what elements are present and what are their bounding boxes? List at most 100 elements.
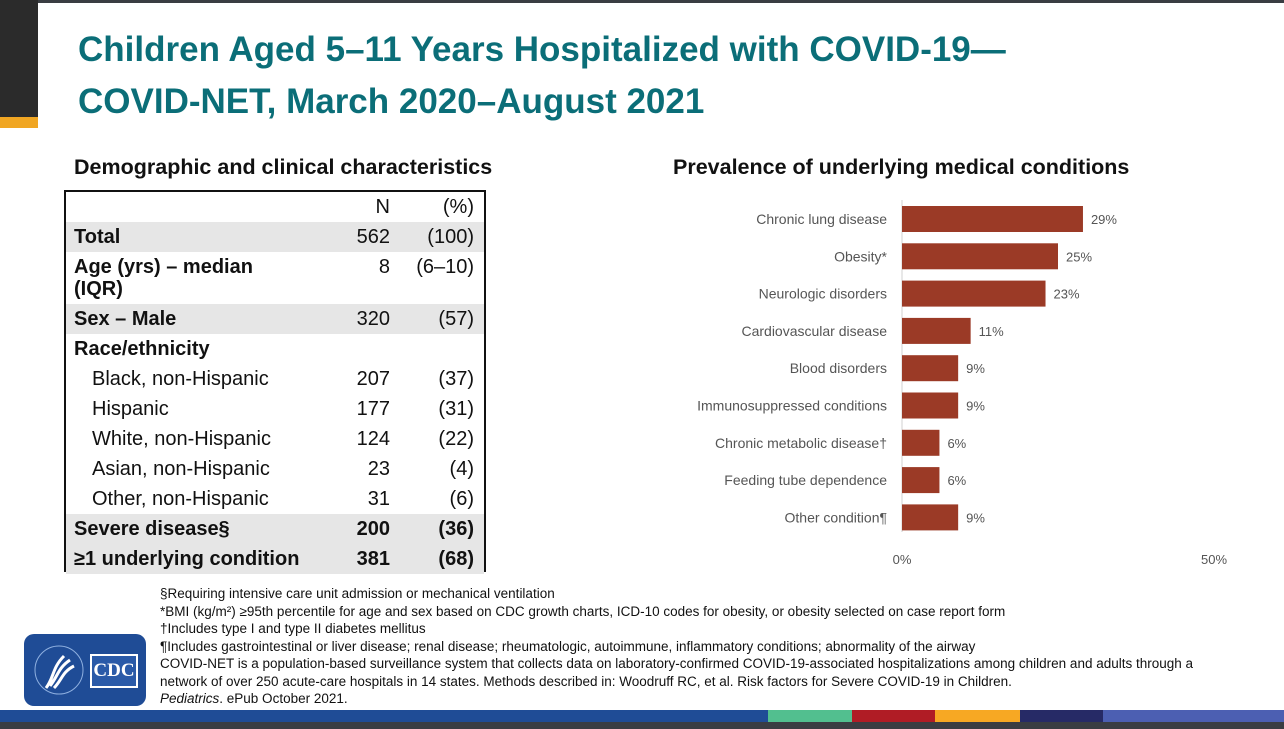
characteristics-table: N (%) Total 562 (100) Age (yrs) – median … xyxy=(64,190,486,574)
top-strip xyxy=(0,0,1284,3)
footnote: †Includes type I and type II diabetes me… xyxy=(160,621,426,636)
row-label: Race/ethnicity xyxy=(74,338,210,360)
category-label: Chronic lung disease xyxy=(756,211,887,227)
row-pct: (6–10) xyxy=(416,256,474,278)
table-row: Other, non-Hispanic 31 (6) xyxy=(66,484,484,514)
footer-band-periwinkle xyxy=(1103,710,1284,722)
footer-band-orange xyxy=(935,710,1020,722)
footnote: §Requiring intensive care unit admission… xyxy=(160,586,555,601)
citation-journal: Pediatrics xyxy=(160,691,220,706)
data-label: 29% xyxy=(1091,212,1117,227)
table-row: Age (yrs) – median (IQR) 8 (6–10) xyxy=(66,252,484,304)
table-row: White, non-Hispanic 124 (22) xyxy=(66,424,484,454)
data-label: 25% xyxy=(1066,249,1092,264)
row-label: Age (yrs) – median (IQR) xyxy=(74,256,253,300)
col-header-pct: (%) xyxy=(442,196,474,218)
footnote: ¶Includes gastrointestinal or liver dise… xyxy=(160,638,976,654)
row-label: Asian, non-Hispanic xyxy=(92,458,270,480)
x-tick-label: 0% xyxy=(893,552,912,567)
footer-band-navy xyxy=(1020,710,1103,722)
row-label: Severe disease§ xyxy=(74,518,230,540)
bar xyxy=(902,467,940,494)
data-label: 9% xyxy=(966,361,985,376)
hhs-eagle-icon xyxy=(34,645,84,695)
data-label: 6% xyxy=(947,473,966,488)
footer-band-green xyxy=(768,710,852,722)
data-label: 11% xyxy=(979,324,1004,339)
row-n: 31 xyxy=(367,488,390,510)
table-row: Hispanic 177 (31) xyxy=(66,394,484,424)
row-label: Black, non-Hispanic xyxy=(92,368,269,390)
bar-chart: Chronic lung disease 29% Obesity* 25% Neurol… xyxy=(697,200,1227,567)
data-label: 23% xyxy=(1054,287,1080,302)
category-label: Cardiovascular disease xyxy=(741,323,887,339)
slide-title: Children Aged 5–11 Years Hospitalized wi… xyxy=(78,24,1228,128)
category-label: Chronic metabolic disease† xyxy=(715,435,887,451)
data-label: 6% xyxy=(947,436,966,451)
row-n: 562 xyxy=(356,226,390,248)
row-label: ≥1 underlying condition xyxy=(74,548,300,570)
table-header-row: N (%) xyxy=(66,192,484,222)
bar xyxy=(902,355,959,382)
category-label: Blood disorders xyxy=(790,360,887,376)
bar xyxy=(902,429,940,456)
footnote: *BMI (kg/m²) ≥95th percentile for age an… xyxy=(160,603,1006,619)
left-accent-orange xyxy=(0,117,38,128)
table-row: Race/ethnicity xyxy=(66,334,484,364)
bar xyxy=(902,504,959,531)
row-label: Hispanic xyxy=(92,398,169,420)
row-label: Other, non-Hispanic xyxy=(92,488,269,510)
row-pct: (6) xyxy=(449,488,474,510)
row-label: White, non-Hispanic xyxy=(92,428,271,450)
bar xyxy=(902,317,971,344)
left-accent-bar xyxy=(0,0,38,117)
row-pct: (4) xyxy=(449,458,474,480)
chart-title: Prevalence of underlying medical conditi… xyxy=(673,155,1130,179)
row-label: Total xyxy=(74,226,121,248)
footer-band-blue xyxy=(0,710,768,722)
table-row: Severe disease§ 200 (36) xyxy=(66,514,484,544)
row-n: 200 xyxy=(356,518,390,540)
row-n: 124 xyxy=(356,428,390,450)
table-row: Total 562 (100) xyxy=(66,222,484,252)
row-pct: (22) xyxy=(438,428,474,450)
bar xyxy=(902,206,1083,232)
row-pct: (31) xyxy=(438,398,474,420)
category-label: Other condition¶ xyxy=(785,509,887,525)
row-pct: (68) xyxy=(438,548,474,570)
row-n: 381 xyxy=(356,548,390,570)
title-line-2: COVID-NET, March 2020–August 2021 xyxy=(78,82,705,121)
footnotes: §Requiring intensive care unit admission… xyxy=(160,585,1240,708)
table-row: Black, non-Hispanic 207 (37) xyxy=(66,364,484,394)
hhs-cdc-logo: CDC xyxy=(24,634,146,706)
x-tick-label: 50% xyxy=(1201,552,1227,567)
data-label: 9% xyxy=(966,399,985,414)
row-pct: (100) xyxy=(427,226,474,248)
row-n: 207 xyxy=(356,368,390,390)
col-header-n: N xyxy=(375,196,390,218)
cdc-logo-text: CDC xyxy=(90,654,138,688)
bar xyxy=(902,280,1046,307)
footer-band-red xyxy=(852,710,935,722)
table-row: Asian, non-Hispanic 23 (4) xyxy=(66,454,484,484)
category-label: Neurologic disorders xyxy=(759,286,887,302)
table-row: Sex – Male 320 (57) xyxy=(66,304,484,334)
citation: Pediatrics. ePub October 2021. xyxy=(160,690,1240,708)
row-n: 23 xyxy=(367,458,390,480)
category-label: Immunosuppressed conditions xyxy=(697,398,887,414)
footnote: COVID-NET is a population-based surveill… xyxy=(160,656,1194,689)
row-pct: (37) xyxy=(438,368,474,390)
row-n: 177 xyxy=(356,398,390,420)
category-label: Feeding tube dependence xyxy=(724,472,887,488)
row-pct: (36) xyxy=(438,518,474,540)
bar xyxy=(902,392,959,419)
title-line-1: Children Aged 5–11 Years Hospitalized wi… xyxy=(78,30,1006,69)
row-n: 320 xyxy=(356,308,390,330)
table-heading: Demographic and clinical characteristics xyxy=(74,155,493,179)
citation-rest: . ePub October 2021. xyxy=(219,691,348,706)
row-pct: (57) xyxy=(438,308,474,330)
bar xyxy=(902,243,1058,270)
category-label: Obesity* xyxy=(834,248,887,264)
row-label: Sex – Male xyxy=(74,308,177,330)
table-row: ≥1 underlying condition 381 (68) xyxy=(66,544,484,574)
